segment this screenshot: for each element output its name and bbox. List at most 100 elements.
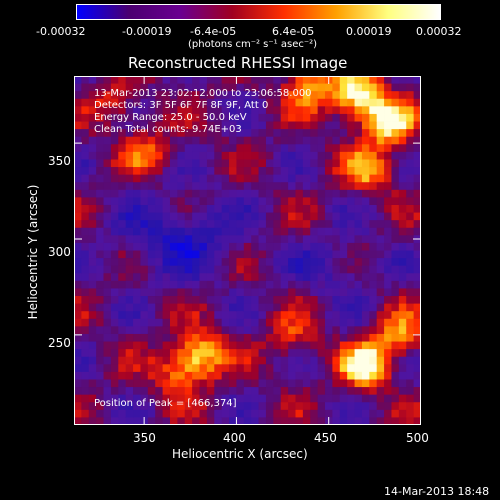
heatmap-cell bbox=[376, 318, 385, 327]
heatmap-cell bbox=[369, 91, 378, 100]
heatmap-cell bbox=[74, 220, 82, 229]
heatmap-cell bbox=[339, 106, 348, 115]
heatmap-cell bbox=[118, 159, 127, 168]
heatmap-cell bbox=[406, 220, 415, 229]
heatmap-cell bbox=[147, 106, 156, 115]
heatmap-cell bbox=[199, 212, 208, 221]
heatmap-cell bbox=[140, 387, 149, 396]
heatmap-cell bbox=[288, 242, 296, 251]
heatmap-cell bbox=[214, 242, 223, 251]
heatmap-cell bbox=[103, 83, 112, 92]
heatmap-cell bbox=[302, 144, 311, 153]
heatmap-cell bbox=[273, 197, 282, 206]
heatmap-cell bbox=[243, 144, 252, 153]
heatmap-cell bbox=[74, 106, 82, 115]
heatmap-cell bbox=[325, 273, 333, 282]
heatmap-cell bbox=[376, 227, 385, 236]
heatmap-cell bbox=[81, 364, 90, 373]
heatmap-cell bbox=[140, 303, 149, 312]
heatmap-cell bbox=[310, 303, 319, 312]
heatmap-cell bbox=[376, 326, 385, 335]
heatmap-cell bbox=[243, 318, 252, 327]
heatmap-cell bbox=[325, 250, 333, 259]
heatmap-cell bbox=[155, 394, 163, 403]
heatmap-cell bbox=[81, 159, 90, 168]
heatmap-cell bbox=[339, 182, 348, 191]
heatmap-cell bbox=[339, 371, 348, 380]
heatmap-cell bbox=[162, 288, 171, 297]
heatmap-cell bbox=[391, 235, 400, 244]
heatmap-cell bbox=[310, 364, 319, 373]
heatmap-cell bbox=[236, 212, 245, 221]
heatmap-cell bbox=[147, 76, 156, 84]
heatmap-cell bbox=[229, 258, 237, 267]
heatmap-cell bbox=[280, 136, 289, 145]
heatmap-cell bbox=[347, 417, 355, 425]
heatmap-cell bbox=[243, 371, 252, 380]
heatmap-cell bbox=[125, 318, 134, 327]
heatmap-cell bbox=[221, 76, 230, 84]
heatmap-cell bbox=[236, 280, 245, 289]
heatmap-cell bbox=[317, 235, 326, 244]
heatmap-cell bbox=[310, 326, 319, 335]
heatmap-cell bbox=[251, 303, 259, 312]
heatmap-cell bbox=[288, 333, 296, 342]
heatmap-cell bbox=[354, 349, 363, 358]
heatmap-cell bbox=[406, 167, 415, 176]
heatmap-cell bbox=[295, 121, 304, 130]
heatmap-cell bbox=[332, 159, 341, 168]
heatmap-cell bbox=[406, 129, 415, 138]
heatmap-cell bbox=[391, 364, 400, 373]
heatmap-cell bbox=[74, 129, 82, 138]
heatmap-cell bbox=[265, 197, 274, 206]
heatmap-cell bbox=[192, 265, 200, 274]
heatmap-cell bbox=[155, 402, 163, 411]
heatmap-cell bbox=[391, 242, 400, 251]
heatmap-cell bbox=[125, 341, 134, 350]
heatmap-cell bbox=[192, 364, 200, 373]
heatmap-cell bbox=[118, 235, 127, 244]
heatmap-cell bbox=[310, 288, 319, 297]
colorbar-tick-label: -0.00032 bbox=[36, 25, 86, 38]
heatmap-cell bbox=[354, 311, 363, 320]
heatmap-cell bbox=[369, 83, 378, 92]
colorbar-tick-label: 0.00019 bbox=[346, 25, 392, 38]
heatmap-cell bbox=[325, 182, 333, 191]
heatmap-cell bbox=[162, 303, 171, 312]
heatmap-cell bbox=[361, 136, 370, 145]
heatmap-cell bbox=[81, 151, 90, 160]
heatmap-cell bbox=[177, 136, 186, 145]
heatmap-cell bbox=[147, 265, 156, 274]
heatmap-cell bbox=[103, 227, 112, 236]
colorbar-units-label: (photons cm⁻² s⁻¹ asec⁻²) bbox=[188, 39, 318, 50]
heatmap-cell bbox=[354, 242, 363, 251]
heatmap-cell bbox=[110, 204, 119, 213]
heatmap-cell bbox=[384, 136, 392, 145]
heatmap-cell bbox=[317, 326, 326, 335]
heatmap-cell bbox=[339, 364, 348, 373]
heatmap-cell bbox=[251, 106, 259, 115]
heatmap-cell bbox=[214, 121, 223, 130]
heatmap-cell bbox=[118, 98, 127, 107]
heatmap-cell bbox=[295, 303, 304, 312]
heatmap-cell bbox=[391, 349, 400, 358]
heatmap-cell bbox=[295, 91, 304, 100]
heatmap-cell bbox=[118, 151, 127, 160]
heatmap-cell bbox=[384, 98, 392, 107]
heatmap-cell bbox=[110, 113, 119, 122]
heatmap-cell bbox=[184, 364, 193, 373]
heatmap-cell bbox=[339, 83, 348, 92]
heatmap-cell bbox=[147, 144, 156, 153]
heatmap-cell bbox=[96, 379, 104, 388]
heatmap-cell bbox=[243, 356, 252, 365]
heatmap-cell bbox=[169, 106, 178, 115]
heatmap-cell bbox=[251, 159, 259, 168]
heatmap-cell bbox=[243, 220, 252, 229]
heatmap-cell bbox=[302, 296, 311, 305]
heatmap-cell bbox=[369, 98, 378, 107]
heatmap-cell bbox=[273, 235, 282, 244]
heatmap-cell bbox=[339, 417, 348, 425]
heatmap-cell bbox=[192, 159, 200, 168]
heatmap-cell bbox=[96, 303, 104, 312]
heatmap-cell bbox=[354, 394, 363, 403]
